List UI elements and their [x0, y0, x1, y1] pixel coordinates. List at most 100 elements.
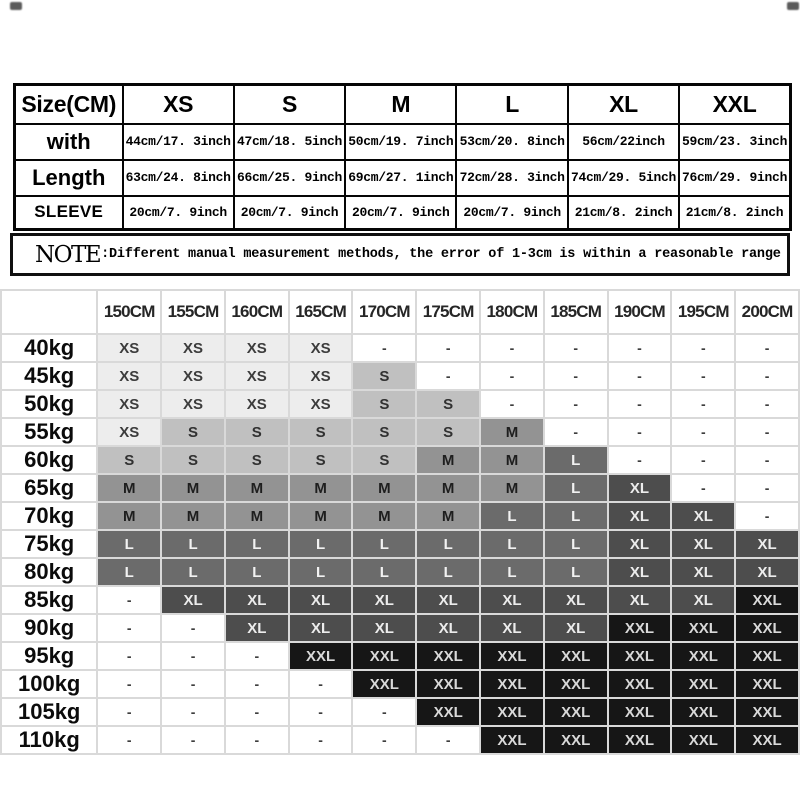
fit-cell-empty: - — [223, 641, 290, 671]
fit-cell-empty: - — [223, 725, 290, 755]
fit-cell-empty: - — [670, 445, 737, 475]
weight-row-label: 70kg — [0, 501, 99, 531]
fit-cell-size: S — [160, 445, 226, 475]
fit-cell-empty: - — [670, 361, 737, 391]
fit-cell-size: XXL — [606, 697, 673, 727]
note-box: NOTE :Different manual measurement metho… — [10, 233, 790, 276]
fit-cell-size: XS — [160, 333, 226, 363]
fit-cell-size: L — [223, 557, 290, 587]
fit-cell-empty: - — [479, 389, 545, 419]
note-label: NOTE — [35, 241, 102, 268]
measurement-row-label: SLEEVE — [13, 194, 124, 231]
fit-cell-empty: - — [415, 361, 482, 391]
fit-cell-size: XL — [351, 613, 418, 643]
fit-cell-size: M — [415, 473, 482, 503]
fit-cell-empty: - — [96, 641, 163, 671]
fit-cell-size: XXL — [415, 697, 482, 727]
fit-cell-size: XL — [606, 585, 673, 615]
fit-cell-empty: - — [542, 333, 609, 363]
fit-cell-empty: - — [606, 389, 673, 419]
watermark-smudge-left — [10, 2, 22, 10]
size-column-header: M — [344, 83, 458, 125]
fit-table-row: 85kg - XL XL XL XL XL XL XL XL XL XXL — [0, 585, 800, 615]
height-column-header: 155CM — [160, 289, 226, 335]
fit-cell-size: XXL — [479, 725, 545, 755]
weight-row-label: 45kg — [0, 361, 99, 391]
fit-cell-empty: - — [670, 417, 737, 447]
fit-cell-size: XS — [223, 389, 290, 419]
fit-cell-size: M — [287, 473, 354, 503]
weight-row-label: 80kg — [0, 557, 99, 587]
fit-cell-empty: - — [734, 333, 800, 363]
fit-cell-size: S — [351, 361, 418, 391]
fit-cell-empty: - — [606, 333, 673, 363]
height-column-header: 150CM — [96, 289, 163, 335]
measurement-value: 69cm/27. 1inch — [344, 158, 458, 197]
fit-cell-size: XS — [96, 361, 163, 391]
fit-cell-size: XXL — [734, 725, 800, 755]
measurement-value: 56cm/22inch — [566, 122, 681, 161]
fit-cell-size: XS — [223, 361, 290, 391]
fit-cell-size: M — [479, 445, 545, 475]
fit-cell-size: M — [351, 501, 418, 531]
fit-table-row: 45kg XS XS XS XS S - - - - - - — [0, 361, 800, 391]
fit-cell-size: L — [351, 529, 418, 559]
fit-cell-empty: - — [542, 389, 609, 419]
weight-row-label: 95kg — [0, 641, 99, 671]
watermark-smudge-right — [787, 2, 799, 10]
fit-cell-size: XXL — [670, 641, 737, 671]
fit-cell-size: XL — [223, 613, 290, 643]
fit-cell-size: XXL — [606, 613, 673, 643]
fit-table-row: 90kg - - XL XL XL XL XL XL XXL XXL XXL — [0, 613, 800, 643]
weight-row-label: 55kg — [0, 417, 99, 447]
fit-cell-size: XXL — [479, 697, 545, 727]
fit-cell-size: L — [415, 557, 482, 587]
fit-cell-size: L — [542, 473, 609, 503]
fit-table-row: 100kg - - - - XXL XXL XXL XXL XXL XXL XXL — [0, 669, 800, 699]
fit-cell-size: XL — [223, 585, 290, 615]
fit-cell-size: M — [160, 473, 226, 503]
measurement-value: 21cm/8. 2inch — [678, 194, 792, 231]
fit-cell-size: XL — [415, 613, 482, 643]
fit-cell-size: XL — [287, 585, 354, 615]
weight-row-label: 50kg — [0, 389, 99, 419]
fit-cell-size: XXL — [542, 641, 609, 671]
fit-cell-empty: - — [160, 725, 226, 755]
measurement-value: 20cm/7. 9inch — [232, 194, 347, 231]
fit-table-row: 75kg L L L L L L L L XL XL XL — [0, 529, 800, 559]
note-text: :Different manual measurement methods, t… — [101, 247, 781, 262]
fit-table-header-row: 150CM 155CM 160CM 165CM 170CM 175CM 180CM 185CM… — [0, 289, 800, 335]
fit-cell-size: XL — [734, 557, 800, 587]
fit-cell-size: XXL — [542, 725, 609, 755]
measurement-value: 44cm/17. 3inch — [121, 122, 235, 161]
fit-cell-size: XL — [479, 585, 545, 615]
fit-cell-empty: - — [734, 361, 800, 391]
fit-cell-size: XXL — [670, 669, 737, 699]
fit-cell-empty: - — [223, 697, 290, 727]
fit-cell-size: L — [542, 557, 609, 587]
measurement-value: 76cm/29. 9inch — [678, 158, 792, 197]
fit-cell-empty: - — [415, 333, 482, 363]
weight-row-label: 40kg — [0, 333, 99, 363]
fit-cell-empty: - — [96, 613, 163, 643]
fit-cell-empty: - — [287, 697, 354, 727]
fit-cell-empty: - — [287, 669, 354, 699]
fit-table-row: 40kg XS XS XS XS - - - - - - - — [0, 333, 800, 363]
fit-cell-size: L — [542, 529, 609, 559]
fit-cell-size: S — [223, 445, 290, 475]
fit-table-row: 105kg - - - - - XXL XXL XXL XXL XXL XXL — [0, 697, 800, 727]
fit-cell-size: M — [96, 501, 163, 531]
measurement-row-label: Length — [13, 158, 124, 197]
weight-row-label: 60kg — [0, 445, 99, 475]
fit-table-corner-cell — [0, 289, 99, 335]
fit-cell-empty: - — [670, 389, 737, 419]
fit-cell-size: L — [479, 557, 545, 587]
size-table-title-cell: Size(CM) — [13, 83, 124, 125]
fit-cell-size: XS — [287, 333, 354, 363]
fit-cell-empty: - — [670, 473, 737, 503]
fit-cell-size: XL — [606, 557, 673, 587]
fit-cell-empty: - — [606, 417, 673, 447]
fit-cell-empty: - — [734, 417, 800, 447]
fit-cell-size: XL — [670, 501, 737, 531]
